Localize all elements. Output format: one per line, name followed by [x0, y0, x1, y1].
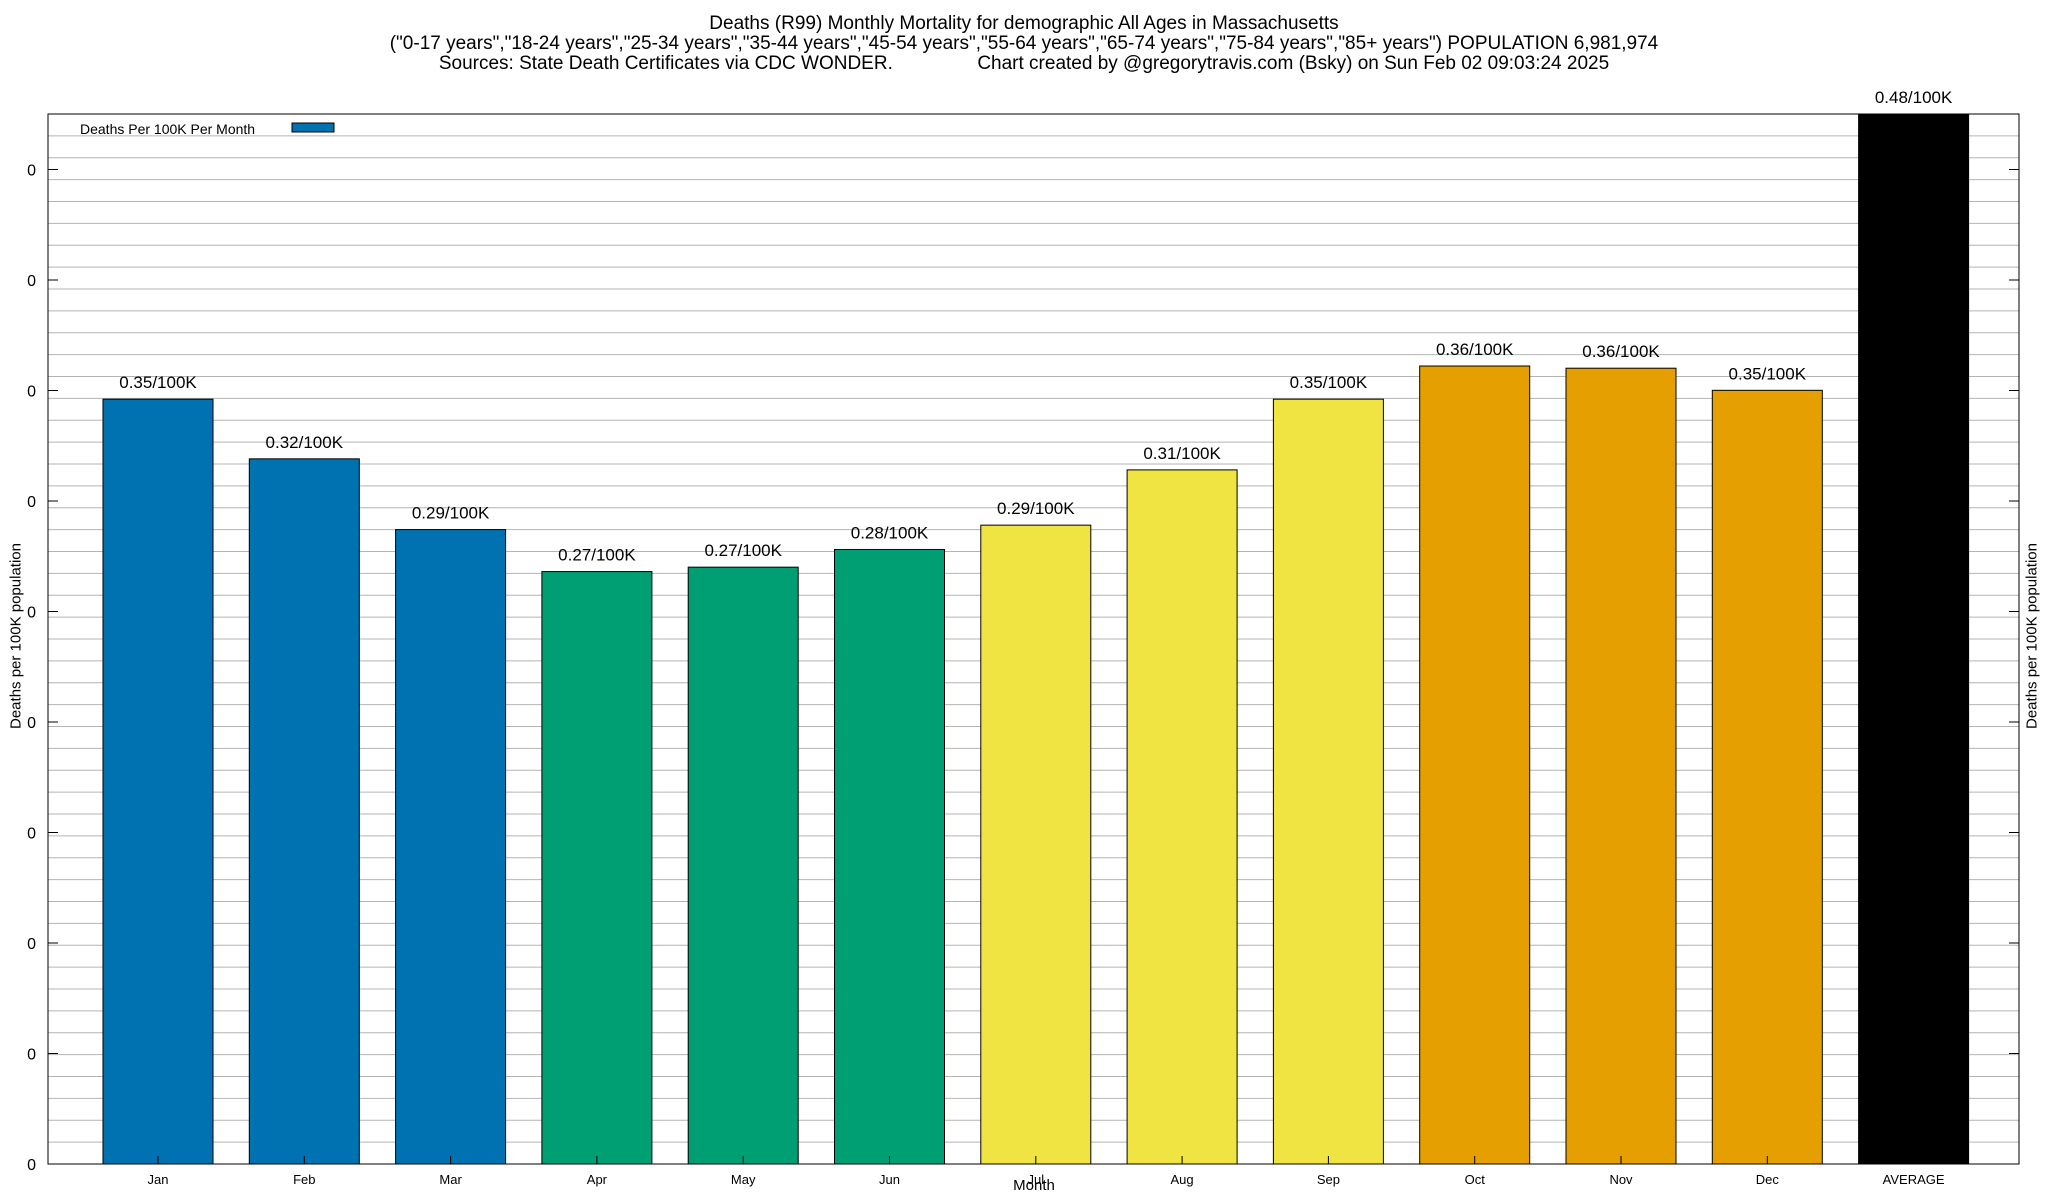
x-tick-label-nov: Nov: [1609, 1172, 1633, 1187]
y-axis-label-left: Deaths per 100K population: [7, 543, 25, 729]
x-tick-label-average: AVERAGE: [1883, 1172, 1945, 1187]
data-label-aug: 0.31/100K: [1143, 444, 1221, 463]
bar-aug: [1126, 469, 1238, 1165]
bar-oct: [1419, 365, 1531, 1165]
data-label-mar: 0.29/100K: [412, 504, 490, 523]
chart-titles: Deaths (R99) Monthly Mortality for demog…: [0, 14, 2048, 74]
data-label-may: 0.27/100K: [704, 541, 782, 560]
data-label-average: 0.48/100K: [1875, 88, 1953, 107]
x-tick-label-feb: Feb: [293, 1172, 315, 1187]
bar-jul: [980, 524, 1092, 1165]
y-tick-label: 0: [27, 715, 36, 732]
y-tick-label: 0: [27, 384, 36, 401]
bar-average: [1858, 113, 1970, 1165]
x-tick-label-may: May: [731, 1172, 756, 1187]
data-label-nov: 0.36/100K: [1582, 342, 1660, 361]
y-tick-label: 0: [27, 1157, 36, 1174]
y-tick-label: 0: [27, 605, 36, 622]
y-axis-label-right: Deaths per 100K population: [2023, 543, 2041, 729]
plot-border: [47, 113, 2020, 1165]
bar-mar: [395, 529, 507, 1165]
bar-feb: [248, 458, 360, 1165]
x-tick-label-mar: Mar: [439, 1172, 462, 1187]
legend-label: Deaths Per 100K Per Month: [80, 121, 255, 137]
legend-swatch: [291, 122, 335, 133]
data-label-feb: 0.32/100K: [266, 433, 344, 452]
y-tick-label: 0: [27, 1047, 36, 1064]
x-tick-label-apr: Apr: [587, 1172, 608, 1187]
data-label-jan: 0.35/100K: [119, 373, 197, 392]
bar-jan: [102, 398, 214, 1165]
data-label-oct: 0.36/100K: [1436, 340, 1514, 359]
y-tick-label: 0: [27, 163, 36, 180]
chart-subtitle-age-groups: ("0-17 years","18-24 years","25-34 years…: [389, 33, 1659, 54]
x-axis-label: Month: [1013, 1177, 1055, 1194]
bar-dec: [1711, 389, 1823, 1165]
data-label-jul: 0.29/100K: [997, 499, 1075, 518]
data-label-sep: 0.35/100K: [1290, 373, 1368, 392]
y-tick-label: 0: [27, 936, 36, 953]
x-tick-label-jan: Jan: [148, 1172, 169, 1187]
data-label-dec: 0.35/100K: [1729, 364, 1807, 383]
data-label-apr: 0.27/100K: [558, 546, 636, 565]
chart-title: Deaths (R99) Monthly Mortality for demog…: [709, 13, 1339, 34]
x-tick-label-sep: Sep: [1317, 1172, 1340, 1187]
data-label-jun: 0.28/100K: [851, 523, 929, 542]
x-tick-label-jun: Jun: [879, 1172, 900, 1187]
bar-nov: [1565, 367, 1677, 1165]
y-tick-label: 0: [27, 273, 36, 290]
y-tick-label: 0: [27, 494, 36, 511]
bar-jun: [834, 548, 945, 1165]
bar-sep: [1272, 398, 1384, 1165]
x-tick-label-dec: Dec: [1756, 1172, 1780, 1187]
x-tick-label-aug: Aug: [1171, 1172, 1194, 1187]
bar-apr: [541, 571, 653, 1165]
y-tick-label: 0: [27, 826, 36, 843]
bar-may: [687, 566, 799, 1165]
x-tick-label-oct: Oct: [1465, 1172, 1486, 1187]
chart-subtitle-sources: Sources: State Death Certificates via CD…: [438, 53, 1610, 74]
x-tick-label-jul: Jul: [1027, 1172, 1044, 1187]
